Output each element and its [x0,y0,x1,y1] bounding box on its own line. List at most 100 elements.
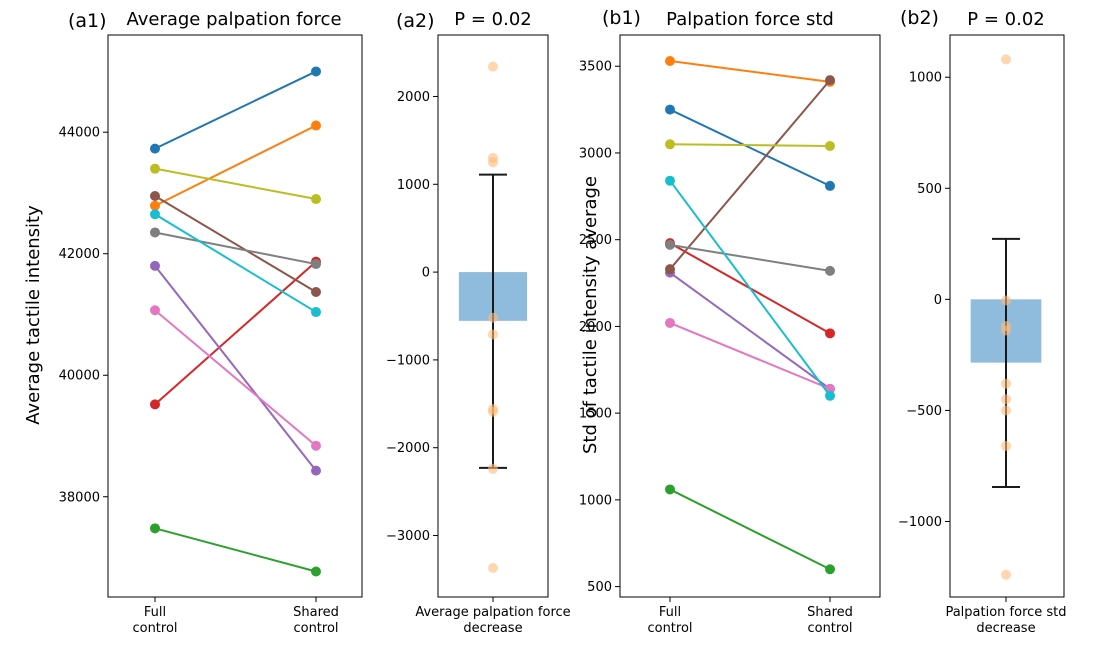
x-tick-label: Palpation force std decrease [945,605,1066,636]
y-tick-label: 2500 [579,233,612,248]
data-point [1001,54,1011,65]
y-tick-label: 2000 [579,320,612,335]
data-point [488,61,498,72]
y-tick-label: 44000 [59,126,100,141]
data-point [488,329,498,340]
series-line [669,108,831,187]
series-9 [150,209,321,318]
panel-a2: (a2) P = 0.02 −3000 −2000 −1000 0 1000 2000 Av… [386,9,571,636]
series-line [669,180,831,397]
data-point [825,141,835,152]
data-point [665,264,675,275]
panel-label-b1: (b1) [602,7,641,29]
y-tick-label: 38000 [59,490,100,505]
y-tick-label: 0 [934,293,942,308]
data-point [311,307,321,318]
data-point [150,163,160,174]
axes-frame [107,34,363,598]
data-point [665,239,675,250]
y-tick-label: 3000 [579,146,612,161]
series-line [154,231,317,266]
y-tick-label: −3000 [386,529,430,544]
data-point [488,406,498,417]
y-tick-label: 3500 [579,60,612,75]
data-point [488,563,498,574]
series-line [669,322,831,390]
x-tick-label: Average palpation force decrease [415,605,570,636]
series-line [154,124,317,207]
y-axis-label-b1: Std of tactile intensity average [580,176,601,454]
series-line [154,265,317,472]
series-4 [150,260,321,476]
data-point [825,75,835,86]
y-axis-label-a1: Average tactile intensity [23,205,44,425]
data-point [150,227,160,238]
panel-title-b1: Palpation force std [666,9,834,30]
y-tick-label: −500 [906,404,942,419]
data-point [150,200,160,211]
x-tick-label: Shared control [293,605,339,636]
x-tick-label: Full control [647,605,692,636]
data-point [665,139,675,150]
panel-title-b2: P = 0.02 [967,9,1044,30]
x-tick-label: Full control [132,605,177,636]
panel-label-a2: (a2) [396,10,435,32]
series-line [669,271,831,390]
series-8 [150,163,321,205]
series-line [154,309,317,447]
series-2 [150,523,321,577]
y-tick-label: −1000 [898,515,942,530]
series-7 [150,227,321,270]
data-point [1001,394,1011,405]
data-point [825,390,835,401]
y-tick-label: 1000 [909,71,942,86]
data-point [1001,569,1011,580]
series-9 [665,175,835,401]
y-tick-label: 2000 [397,90,430,105]
series-2 [665,484,835,575]
data-point [311,66,321,77]
data-point [311,194,321,205]
series-line [154,167,317,201]
data-point [150,399,160,410]
y-tick-label: 1000 [579,493,612,508]
data-point [488,312,498,323]
data-point [1001,378,1011,389]
panel-title-a2: P = 0.02 [454,9,531,30]
data-point [665,56,675,67]
y-tick-label: −2000 [386,441,430,456]
panel-b2: (b2) P = 0.02 −1000 −500 0 500 1000 Palpation… [898,7,1067,636]
data-point [665,104,675,115]
axes-frame [949,34,1065,598]
panel-label-b2: (b2) [900,7,939,29]
data-point [1001,325,1011,336]
series-line [154,527,317,573]
series-5 [665,75,835,275]
series-line [669,143,831,148]
data-point [311,259,321,270]
data-point [488,463,498,474]
series-line [669,488,831,571]
y-tick-label: −1000 [386,353,430,368]
panel-title-a1: Average palpation force [126,9,341,30]
series-line [669,79,831,270]
data-point [488,157,498,168]
x-tick-label: Shared control [807,605,853,636]
data-point [311,440,321,451]
data-point [825,180,835,191]
series-5 [150,191,321,298]
data-point [150,260,160,271]
y-tick-label: 42000 [59,247,100,262]
panel-label-a1: (a1) [68,10,107,32]
axes-frame [619,34,881,598]
y-tick-label: 500 [587,580,612,595]
data-point [150,523,160,534]
series-0 [150,66,321,154]
data-point [311,287,321,298]
series-6 [150,305,321,451]
panel-b1: (b1) Palpation force std Std of tactile … [579,7,881,636]
series-7 [665,239,835,276]
y-tick-label: 0 [422,266,430,281]
data-point [311,120,321,131]
